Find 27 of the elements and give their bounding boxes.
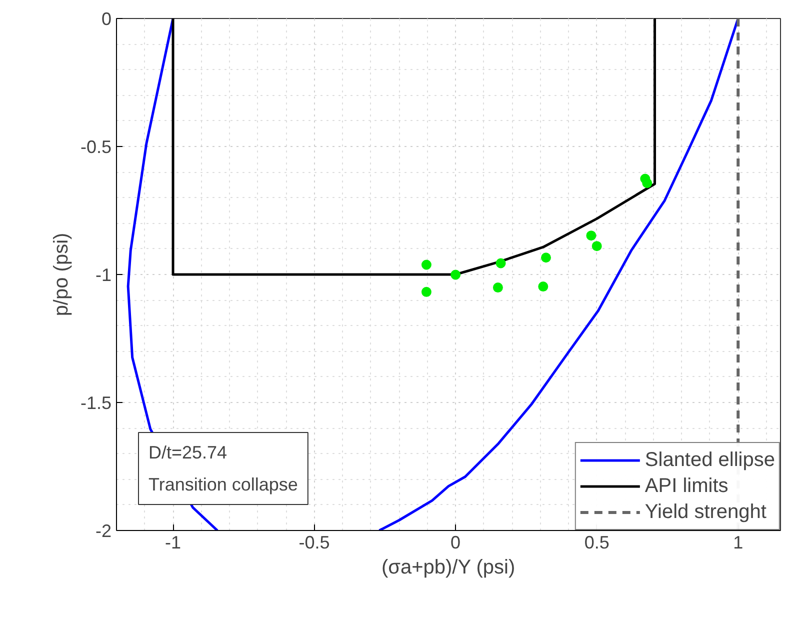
x-tick-label: 0: [450, 532, 461, 552]
point: [642, 178, 652, 188]
legend-label: API limits: [644, 474, 728, 498]
point: [586, 230, 596, 241]
y-tick-label: 0: [101, 9, 112, 29]
point: [496, 258, 506, 268]
point: [450, 270, 461, 280]
legend-label: Yield strenght: [644, 500, 766, 524]
x-tick-label: 0.5: [584, 532, 610, 552]
point: [592, 241, 602, 252]
x-tick-label: -1: [165, 532, 182, 552]
point: [492, 282, 503, 293]
y-tick-label: -2: [95, 521, 112, 541]
point: [421, 260, 432, 270]
legend-label: Slanted ellipse: [644, 448, 775, 472]
x-axis-title: (σa+pb)/Y (psi): [381, 556, 516, 578]
x-tick-label: -0.5: [298, 532, 330, 552]
y-tick-label: -1: [95, 265, 112, 285]
point: [421, 286, 432, 297]
point: [538, 282, 548, 292]
annotation: Transition collapse: [148, 474, 298, 494]
point: [540, 252, 551, 263]
y-tick-label: -0.5: [80, 137, 112, 157]
y-tick-label: -1.5: [80, 393, 112, 413]
y-axis-title: p/po (psi): [50, 232, 72, 316]
x-tick-label: 1: [733, 532, 744, 552]
annotation: D/t=25.74: [148, 442, 228, 462]
